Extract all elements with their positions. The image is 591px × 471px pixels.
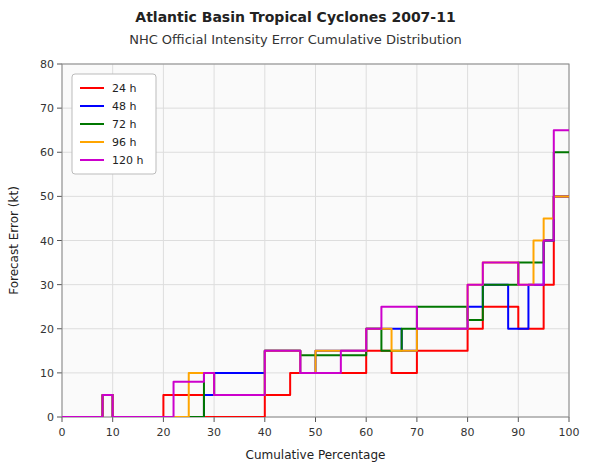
plot-frame [62,64,569,417]
x-tick [214,417,215,422]
legend-label: 120 h [112,154,143,167]
x-tick-label: 90 [511,426,525,439]
legend-label: 24 h [112,82,136,95]
y-tick [57,372,62,373]
y-tick-label: 30 [40,279,54,292]
legend-label: 96 h [112,136,136,149]
legend-label: 48 h [112,100,136,113]
y-tick-label: 10 [40,367,54,380]
x-tick-label: 70 [410,426,424,439]
y-tick-label: 80 [40,58,54,71]
y-tick [57,152,62,153]
series-line [62,152,569,417]
series-line [62,196,569,417]
axes: 0 10 20 30 40 50 60 70 80 90 100 0 10 20 30 40 50 60 70 80 [40,58,580,439]
y-tick-label: 40 [40,235,54,248]
x-tick-label: 40 [258,426,272,439]
x-tick-label: 80 [461,426,475,439]
legend-swatch [80,141,104,143]
x-tick [62,417,63,422]
legend-box [72,74,156,174]
x-tick-label: 30 [207,426,221,439]
legend-label: 72 h [112,118,136,131]
x-tick-label: 50 [309,426,323,439]
x-tick [366,417,367,422]
x-tick [112,417,113,422]
x-tick-label: 10 [106,426,120,439]
y-grid-line [62,196,569,197]
y-tick-label: 60 [40,146,54,159]
plot-area [62,64,569,417]
grid [62,64,569,417]
series-line [62,196,569,417]
y-tick [57,284,62,285]
y-tick [57,240,62,241]
x-tick-label: 60 [359,426,373,439]
series-line [62,196,569,417]
y-tick [57,108,62,109]
subtitle: NHC Official Intensity Error Cumulative … [129,32,462,47]
y-tick [57,417,62,418]
x-tick [416,417,417,422]
legend-swatch [80,87,104,89]
x-tick [163,417,164,422]
y-tick [57,196,62,197]
y-grid-line [62,240,569,241]
legend-swatch [80,105,104,107]
y-tick-label: 0 [47,411,54,424]
x-tick [518,417,519,422]
y-grid-line [62,328,569,329]
title: Atlantic Basin Tropical Cyclones 2007-11 [135,9,455,25]
legend-swatch [80,123,104,125]
y-tick-label: 50 [40,190,54,203]
x-tick [315,417,316,422]
y-tick-label: 70 [40,102,54,115]
x-tick [569,417,570,422]
y-tick [57,328,62,329]
legend-swatch [80,159,104,161]
x-tick [264,417,265,422]
x-axis-label: Cumulative Percentage [246,448,386,462]
x-tick-label: 0 [59,426,66,439]
y-tick-label: 20 [40,323,54,336]
legend: 24 h 48 h 72 h 96 h 120 h [72,74,156,174]
y-axis-label: Forecast Error (kt) [7,186,21,295]
y-tick [57,64,62,65]
x-tick [467,417,468,422]
chart: Atlantic Basin Tropical Cyclones 2007-11… [0,0,591,471]
x-tick-label: 100 [559,426,580,439]
x-tick-label: 20 [156,426,170,439]
